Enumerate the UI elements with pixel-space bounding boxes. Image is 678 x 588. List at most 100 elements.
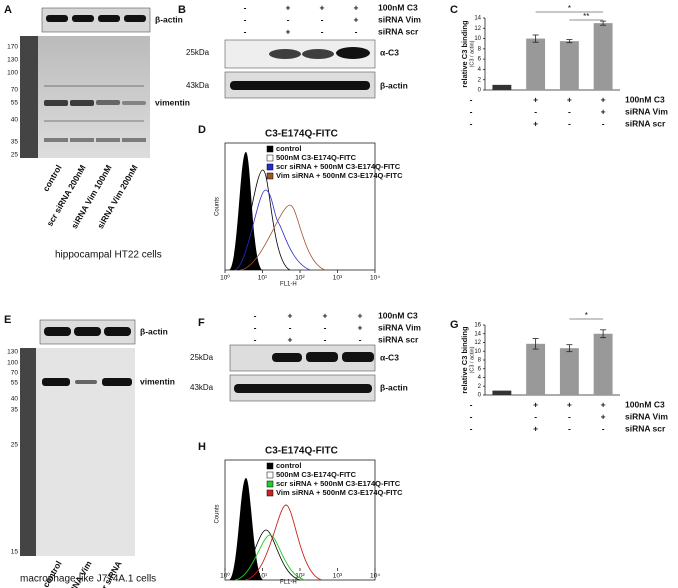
condition-sign: -: [568, 411, 571, 421]
significance-label: *: [585, 311, 588, 320]
y-axis-label: Counts: [215, 504, 221, 523]
legend-label: control: [276, 144, 301, 153]
condition-sign: -: [289, 322, 292, 332]
condition-label: 100nM C3: [378, 310, 418, 320]
bands: [272, 352, 374, 362]
condition-sign: -: [470, 423, 473, 433]
legend-label: scr siRNA + 500nM C3-E174Q-FITC: [276, 479, 401, 488]
y-tick-label: 0: [478, 88, 482, 94]
condition-sign: -: [602, 423, 605, 433]
legend-label: Vim siRNA + 500nM C3-E174Q-FITC: [276, 171, 403, 180]
bands: [230, 81, 370, 90]
y-tick-label: 6: [478, 366, 482, 372]
y-tick-label: 2: [478, 384, 482, 390]
condition-sign: +: [601, 399, 606, 409]
condition-sign: -: [602, 118, 605, 128]
legend-swatch: [266, 145, 274, 153]
marker-label: 130: [7, 57, 18, 64]
size-label: 25kDa: [190, 353, 214, 362]
blot: [20, 36, 150, 158]
protein-label: β-actin: [155, 14, 183, 24]
protein-label: β-actin: [380, 80, 408, 90]
histogram: [234, 534, 306, 581]
marker-label: 100: [7, 360, 18, 367]
histogram: [231, 169, 291, 271]
panel-label: H: [198, 441, 206, 453]
condition-sign: -: [359, 334, 362, 344]
condition-sign: +: [533, 399, 538, 409]
condition-sign: -: [568, 106, 571, 116]
condition-sign: -: [568, 423, 571, 433]
histogram: [244, 504, 323, 581]
protein-label: α-C3: [380, 352, 399, 362]
ladder: [20, 348, 36, 556]
condition-sign: -: [254, 310, 257, 320]
condition-label: siRNA scr: [378, 334, 419, 344]
y-axis-label: relative C3 binding: [460, 20, 469, 88]
condition-sign: +: [533, 423, 538, 433]
y-tick-label: 8: [478, 358, 482, 364]
y-tick-label: 4: [478, 67, 482, 73]
legend-swatch: [266, 489, 274, 497]
legend-label: scr siRNA + 500nM C3-E174Q-FITC: [276, 162, 401, 171]
condition-sign: -: [568, 118, 571, 128]
size-label: 25kDa: [186, 48, 210, 57]
condition-label: siRNA Vim: [378, 322, 421, 332]
marker-label: 55: [11, 100, 19, 107]
condition-sign: +: [286, 2, 291, 12]
chart-title: C3-E174Q-FITC: [265, 446, 338, 457]
condition-sign: -: [287, 14, 290, 24]
bar: [559, 41, 579, 90]
protein-label: α-C3: [380, 47, 399, 57]
bar: [593, 333, 613, 395]
lane-label: control: [41, 163, 64, 193]
condition-sign: +: [567, 399, 572, 409]
marker-label: 130: [7, 349, 18, 356]
condition-sign: +: [354, 14, 359, 24]
x-tick-label: 10¹: [258, 573, 268, 580]
condition-sign: +: [601, 94, 606, 104]
panel-label: F: [198, 317, 205, 329]
panel-label: A: [4, 4, 12, 16]
legend-swatch: [266, 471, 274, 479]
condition-label: siRNA Vim: [378, 14, 421, 24]
condition-sign: -: [534, 411, 537, 421]
bar: [526, 343, 546, 395]
x-axis-label: FL1-H: [280, 580, 297, 586]
condition-sign: -: [324, 322, 327, 332]
marker-label: 70: [11, 370, 19, 377]
condition-sign: +: [354, 2, 359, 12]
marker-label: 35: [11, 407, 19, 414]
y-axis-label: (C3 / actin): [469, 346, 475, 373]
condition-sign: -: [244, 2, 247, 12]
condition-sign: +: [567, 94, 572, 104]
bands: [42, 378, 132, 386]
histogram: [232, 529, 301, 581]
caption: hippocampal HT22 cells: [55, 250, 162, 261]
condition-sign: -: [355, 26, 358, 36]
condition-label: siRNA Vim: [625, 106, 668, 116]
legend-swatch: [266, 172, 274, 180]
marker-label: 100: [7, 70, 18, 77]
condition-sign: -: [244, 14, 247, 24]
x-tick-label: 10³: [333, 275, 343, 282]
marker-label: 70: [11, 87, 19, 94]
condition-sign: -: [470, 106, 473, 116]
size-label: 43kDa: [190, 383, 214, 392]
condition-sign: -: [324, 334, 327, 344]
marker-label: 15: [11, 549, 19, 556]
condition-sign: -: [470, 399, 473, 409]
y-tick-label: 2: [478, 77, 482, 83]
condition-sign: +: [358, 310, 363, 320]
y-tick-label: 8: [478, 46, 482, 52]
histogram: [239, 204, 326, 271]
legend-label: 500nM C3-E174Q-FITC: [276, 153, 357, 162]
panel-label: C: [450, 4, 458, 16]
condition-sign: -: [244, 26, 247, 36]
marker-label: 35: [11, 139, 19, 146]
y-axis-label: (C3 / actin): [469, 40, 475, 67]
bar: [526, 38, 546, 90]
y-tick-label: 12: [474, 26, 481, 32]
condition-sign: +: [533, 118, 538, 128]
marker-label: 25: [11, 152, 19, 159]
